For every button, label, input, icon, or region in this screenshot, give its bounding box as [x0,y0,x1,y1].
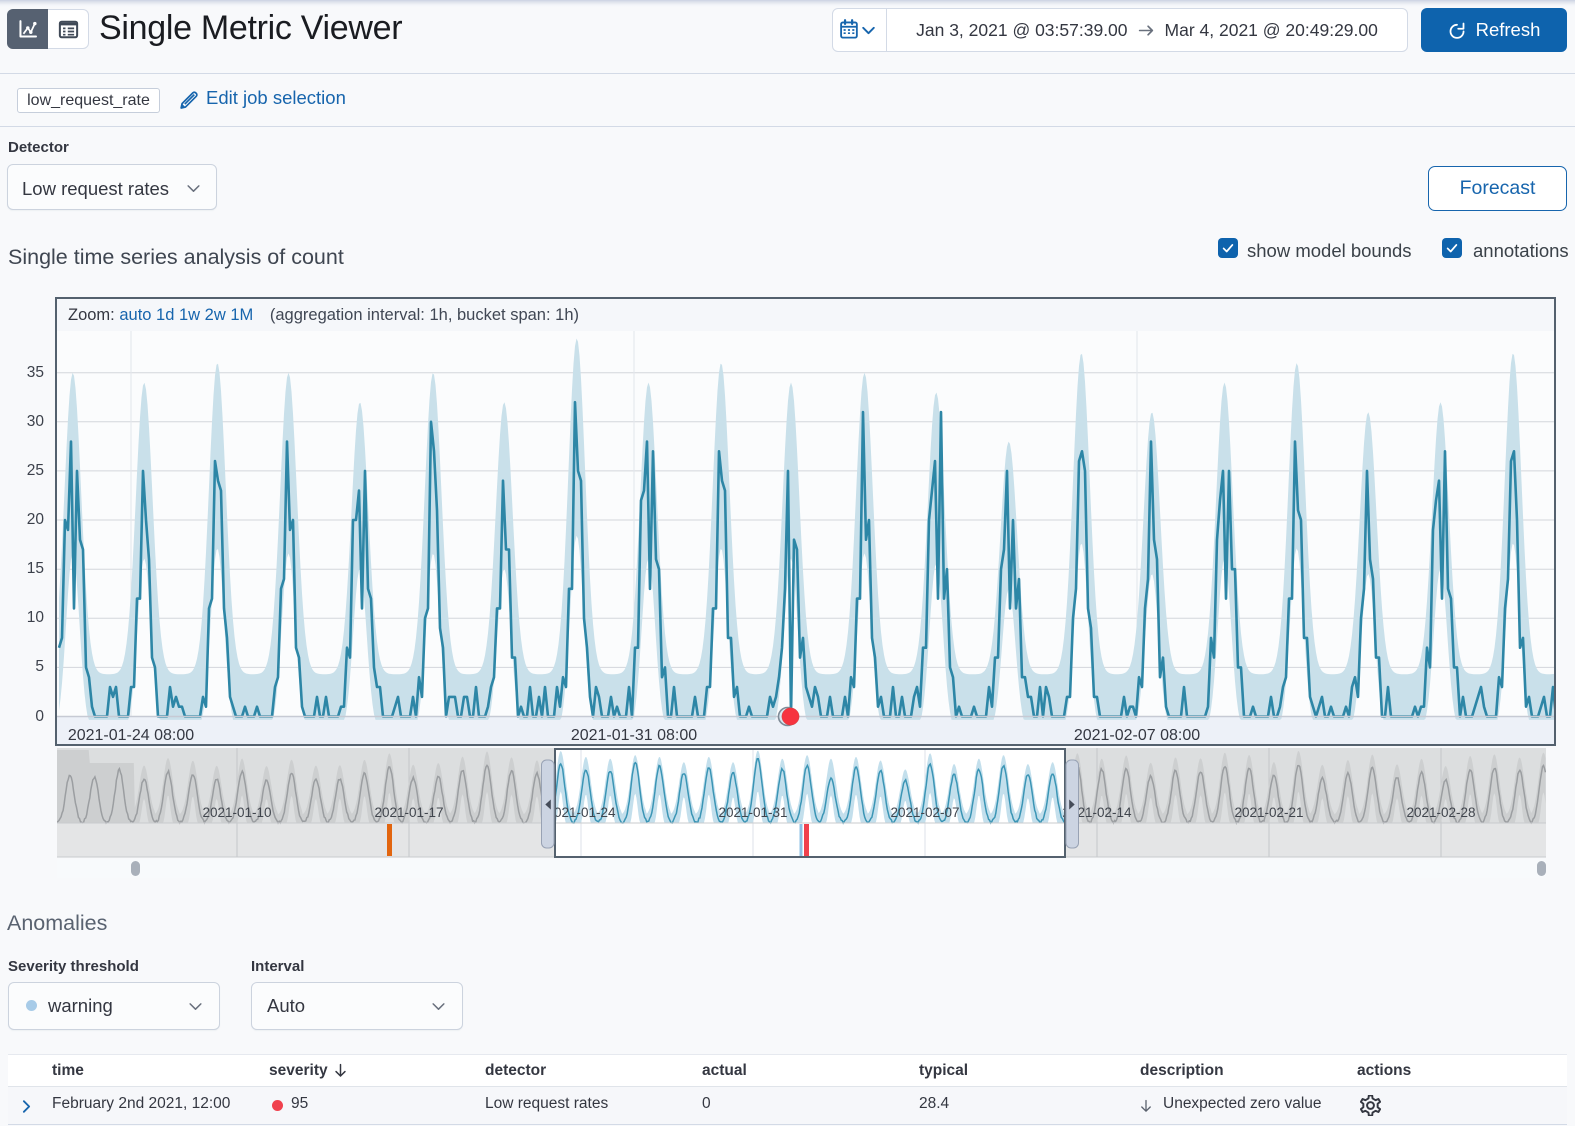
svg-text:2021-01-31: 2021-01-31 [718,805,787,820]
svg-text:2021-02-07: 2021-02-07 [890,805,959,820]
svg-text:2021-01-10: 2021-01-10 [202,805,271,820]
svg-text:2021-01-31 08:00: 2021-01-31 08:00 [571,727,697,744]
svg-text:2021-02-14: 2021-02-14 [1062,805,1132,820]
svg-text:2021-01-24: 2021-01-24 [546,805,616,820]
svg-text:2021-01-17: 2021-01-17 [374,805,443,820]
svg-text:2021-02-21: 2021-02-21 [1234,805,1303,820]
svg-text:2021-02-28: 2021-02-28 [1406,805,1475,820]
svg-text:2021-01-24 08:00: 2021-01-24 08:00 [68,727,194,744]
svg-text:2021-02-07 08:00: 2021-02-07 08:00 [1074,727,1200,744]
